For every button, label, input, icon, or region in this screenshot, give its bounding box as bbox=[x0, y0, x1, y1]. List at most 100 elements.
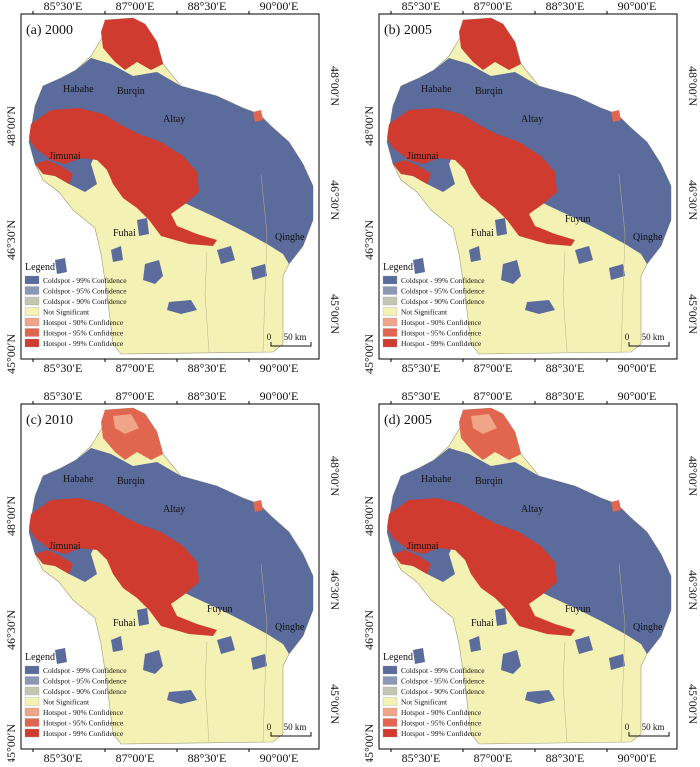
place-label: Fuyun bbox=[565, 214, 591, 225]
top-tick-label: 87°00′E bbox=[116, 0, 155, 13]
left-tick-label: 48°00′N bbox=[362, 496, 376, 536]
coldspot-99-patch bbox=[575, 636, 593, 654]
scale-bar-distance: 50 km bbox=[284, 332, 307, 342]
hotspot-95-area bbox=[611, 110, 621, 122]
coldspot-99-patch bbox=[251, 654, 267, 670]
legend-swatch bbox=[382, 665, 398, 675]
coldspot-99-patch bbox=[111, 636, 123, 652]
legend-swatch bbox=[382, 676, 398, 685]
county-boundary bbox=[618, 563, 626, 743]
legend-swatch bbox=[382, 338, 398, 348]
right-tick-label: 46°30′N bbox=[328, 570, 342, 610]
hotspot-99-area bbox=[387, 498, 575, 636]
legend-label: Coldspot - 95% Confidence bbox=[401, 287, 485, 296]
legend-title: Legend bbox=[383, 262, 413, 273]
hotspot-99-area-west bbox=[393, 550, 431, 574]
scale-bar-line bbox=[270, 342, 312, 347]
coldspot-99-patch bbox=[609, 654, 625, 670]
coldspot-99-patch bbox=[137, 218, 149, 236]
map-body: (d) 2005 Habahe Burqin Altay Jimunai Fuyun Fuh… bbox=[382, 407, 672, 745]
bottom-tick-label: 87°00′E bbox=[116, 751, 155, 762]
county-boundary bbox=[260, 563, 268, 743]
place-label: Habahe bbox=[421, 474, 452, 485]
scale-bar-line bbox=[628, 342, 670, 347]
legend: Legend Coldspot - 99% Confidence Coldspot … bbox=[24, 262, 127, 348]
left-tick-label: 45°00′N bbox=[4, 334, 18, 374]
right-tick-label: 48°00′N bbox=[686, 456, 700, 496]
legend-label: Hotspot - 95% Confidence bbox=[401, 329, 482, 338]
left-tick-label: 48°00′N bbox=[362, 106, 376, 146]
coldspot-99-patch bbox=[217, 246, 235, 264]
legend-label: Hotspot - 95% Confidence bbox=[401, 719, 482, 728]
scale-bar: 0 50 km bbox=[625, 332, 670, 347]
top-tick-label: 85°30′E bbox=[44, 389, 83, 403]
place-label: Habahe bbox=[63, 84, 94, 95]
map-body: (b) 2005 Habahe Burqin Altay Jimunai Fuyun Fuh… bbox=[382, 17, 672, 355]
bottom-tick-label: 90°00′E bbox=[260, 751, 299, 762]
county-boundary bbox=[204, 641, 210, 743]
coldspot-99-patch bbox=[469, 636, 481, 652]
scale-bar-line bbox=[628, 732, 670, 737]
place-label: Qinghe bbox=[633, 232, 663, 243]
left-tick-label: 46°30′N bbox=[362, 610, 376, 650]
bottom-tick-label: 88°30′E bbox=[188, 751, 227, 762]
right-tick-label: 45°00′N bbox=[686, 684, 700, 724]
right-tick-label: 45°00′N bbox=[328, 684, 342, 724]
legend-title: Legend bbox=[25, 652, 55, 663]
legend-label: Not Significant bbox=[401, 698, 448, 707]
top-tick-label: 90°00′E bbox=[260, 389, 299, 403]
coldspot-99-patch bbox=[111, 246, 123, 262]
legend-label: Hotspot - 99% Confidence bbox=[401, 729, 482, 738]
bottom-tick-label: 85°30′E bbox=[402, 361, 441, 375]
legend-label: Hotspot - 90% Confidence bbox=[401, 708, 482, 717]
coldspot-99-patch bbox=[143, 260, 163, 284]
legend-swatch bbox=[382, 275, 398, 285]
place-label: Burqin bbox=[475, 86, 503, 97]
top-tick-label: 90°00′E bbox=[260, 0, 299, 13]
coldspot-99-patch bbox=[575, 246, 593, 264]
hotspot-99-area-west bbox=[393, 160, 431, 184]
legend-swatch bbox=[382, 296, 398, 306]
top-tick-label: 87°00′E bbox=[474, 389, 513, 403]
left-tick-label: 45°00′N bbox=[362, 334, 376, 374]
place-label: Altay bbox=[521, 504, 543, 515]
legend-swatch bbox=[24, 317, 40, 327]
scale-bar-distance: 50 km bbox=[284, 722, 307, 732]
scale-bar-zero: 0 bbox=[625, 332, 630, 342]
coldspot-99-patch bbox=[167, 690, 197, 704]
left-tick-label: 45°00′N bbox=[4, 724, 18, 762]
coldspot-99-patch bbox=[413, 648, 425, 664]
coldspot-99-patch bbox=[55, 648, 67, 664]
scale-bar: 0 50 km bbox=[625, 722, 670, 737]
county-boundary bbox=[618, 173, 626, 353]
top-tick-label: 87°00′E bbox=[474, 0, 513, 13]
scale-bar-distance: 50 km bbox=[642, 722, 665, 732]
map-panel-4: (d) 2005 Habahe Burqin Altay Jimunai Fuyun Fuh… bbox=[362, 389, 700, 765]
coldspot-99-patch bbox=[495, 218, 507, 236]
coldspot-99-patch bbox=[55, 258, 67, 274]
legend-label: Not Significant bbox=[43, 698, 90, 707]
legend-swatch bbox=[24, 286, 40, 295]
place-label: Burqin bbox=[475, 476, 503, 487]
place-label: Jimunai bbox=[407, 151, 439, 162]
bottom-tick-label: 85°30′E bbox=[44, 361, 83, 375]
map-panel-2: (b) 2005 Habahe Burqin Altay Jimunai Fuyun Fuh… bbox=[362, 0, 700, 375]
place-label: Qinghe bbox=[275, 232, 305, 243]
place-label: Jimunai bbox=[49, 151, 81, 162]
legend-swatch bbox=[24, 718, 40, 727]
right-tick-label: 46°30′N bbox=[328, 180, 342, 220]
legend-swatch bbox=[382, 697, 398, 706]
legend-swatch bbox=[382, 718, 398, 727]
legend-label: Coldspot - 99% Confidence bbox=[43, 276, 127, 285]
legend-swatch bbox=[382, 686, 398, 696]
left-tick-label: 46°30′N bbox=[362, 220, 376, 260]
legend-swatch bbox=[24, 328, 40, 337]
legend-swatch bbox=[24, 338, 40, 348]
top-tick-label: 88°30′E bbox=[546, 389, 585, 403]
place-label: Qinghe bbox=[275, 622, 305, 633]
legend: Legend Coldspot - 99% Confidence Coldspot … bbox=[382, 652, 485, 738]
scale-bar-zero: 0 bbox=[625, 722, 630, 732]
hotspot-90-area bbox=[113, 414, 139, 434]
hotspot-95-area bbox=[253, 110, 263, 122]
